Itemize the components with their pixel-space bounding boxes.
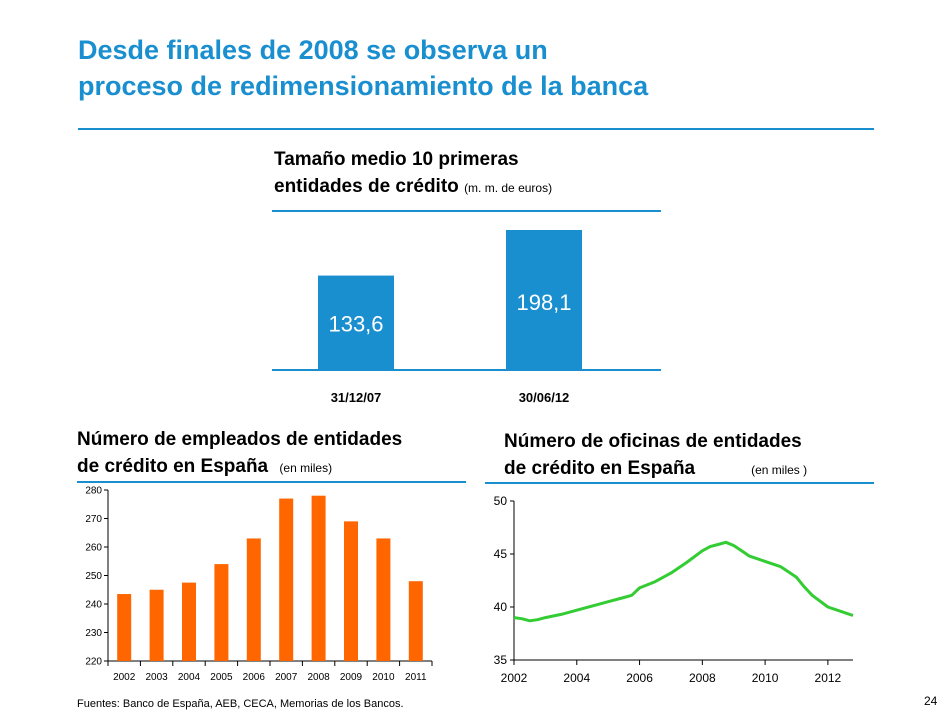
chart3-y-tick-label: 45 [494, 547, 508, 561]
chart1-bar-value-label: 133,6 [328, 312, 383, 337]
chart1-title: Tamaño medio 10 primeras entidades de cr… [274, 146, 552, 202]
chart1-title-line2: entidades de crédito [274, 176, 459, 197]
chart2-bar [117, 594, 132, 661]
chart1-category-label: 31/12/07 [331, 390, 382, 405]
chart2-bar [149, 589, 164, 661]
title-divider [78, 128, 874, 130]
chart1-title-divider [272, 210, 661, 212]
chart3-x-tick-label: 2004 [563, 671, 590, 685]
chart3-unit: (en miles ) [751, 463, 808, 477]
chart2-x-tick-label: 2008 [307, 672, 330, 683]
chart2-y-tick-label: 240 [85, 600, 102, 611]
chart2-y-tick-label: 280 [85, 486, 102, 497]
chart3-title-divider [485, 482, 874, 484]
page-title-line2: proceso de redimensionamiento de la banc… [78, 71, 649, 101]
chart3-y-tick-label: 40 [494, 600, 508, 614]
chart2-x-tick-label: 2004 [178, 672, 201, 683]
chart1-category-label: 30/06/12 [519, 390, 570, 405]
chart3-series-line [513, 540, 854, 623]
chart3-title: Número de oficinas de entidades de crédi… [504, 428, 807, 484]
chart1-bar [318, 275, 394, 370]
chart2-y-tick-label: 250 [85, 571, 102, 582]
page-title-line1: Desde finales de 2008 se observa un [78, 35, 548, 65]
chart2-y-tick-label: 230 [85, 628, 102, 639]
sources-footnote: Fuentes: Banco de España, AEB, CECA, Mem… [77, 698, 404, 710]
chart3-x-tick-label: 2012 [815, 671, 842, 685]
chart2-bar [344, 521, 358, 661]
chart2-x-tick-label: 2007 [275, 672, 298, 683]
chart2-x-tick-label: 2011 [405, 672, 427, 683]
chart2-title-line1: Número de empleados de entidades [77, 429, 403, 450]
chart2-y-tick-label: 270 [85, 514, 102, 525]
chart2-y-tick-label: 260 [85, 543, 102, 554]
chart2-bar [376, 538, 391, 661]
chart2-x-tick-label: 2005 [210, 672, 233, 683]
page-title: Desde finales de 2008 se observa un proc… [78, 32, 648, 104]
chart3-x-tick-label: 2010 [752, 671, 779, 685]
chart2-title: Número de empleados de entidades de créd… [77, 426, 402, 482]
chart3-x-tick-label: 2008 [689, 671, 716, 685]
chart3-title-line2: de crédito en España [504, 458, 696, 479]
chart2-x-tick-label: 2006 [243, 672, 266, 683]
chart3-y-tick-label: 50 [494, 494, 508, 508]
chart1-bar-value-label: 198,1 [516, 290, 571, 315]
chart2-bar [182, 582, 196, 661]
chart2-unit: (en miles) [279, 461, 333, 475]
chart3-x-tick-label: 2002 [501, 671, 528, 685]
chart2-y-tick-label: 220 [85, 657, 102, 668]
chart2-title-divider [77, 481, 466, 483]
chart1-unit: (m. m. de euros) [464, 181, 553, 195]
chart3-y-tick-label: 35 [494, 653, 508, 667]
chart2-bar [279, 498, 294, 661]
chart2-x-tick-label: 2009 [340, 672, 363, 683]
chart2-bar [408, 581, 423, 661]
chart2-bar [246, 538, 261, 661]
chart2-bar [214, 564, 229, 661]
chart3-x-tick-label: 2006 [626, 671, 653, 685]
chart2-x-tick-label: 2010 [372, 672, 395, 683]
chart2-x-tick-label: 2003 [145, 672, 168, 683]
chart2-title-line2: de crédito en España [77, 456, 269, 477]
chart3-title-line1: Número de oficinas de entidades [504, 431, 802, 452]
page-number: 24 [924, 694, 938, 708]
chart2-bar [311, 495, 326, 661]
chart1-bar [506, 230, 582, 370]
chart2-x-tick-label: 2002 [113, 672, 136, 683]
chart1-title-line1: Tamaño medio 10 primeras [274, 149, 519, 170]
